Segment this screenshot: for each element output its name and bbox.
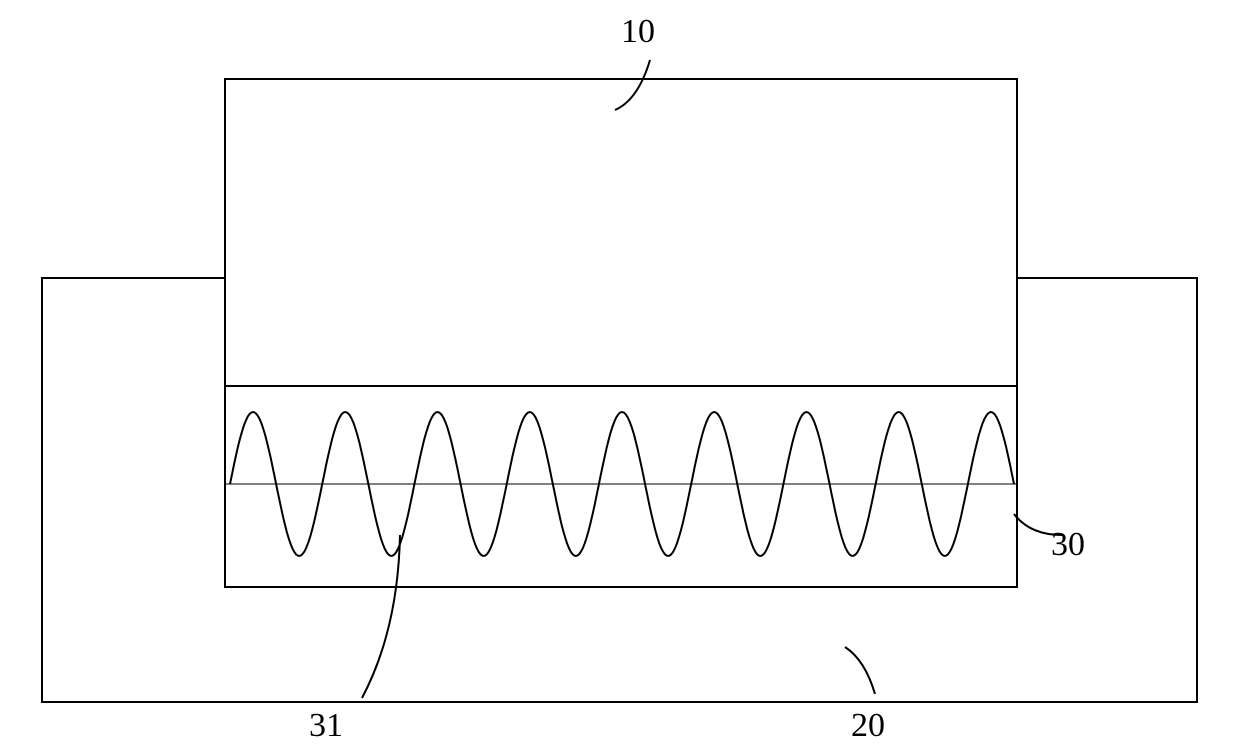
callout-leader-20 [845, 647, 875, 694]
callout-label-20: 20 [851, 707, 885, 745]
inner-box [225, 79, 1017, 587]
diagram-svg [0, 0, 1239, 738]
callout-label-10: 10 [621, 13, 655, 51]
callout-label-30: 30 [1051, 526, 1085, 564]
diagram-container: 10 20 30 31 [0, 0, 1239, 738]
callout-label-31: 31 [309, 707, 343, 745]
